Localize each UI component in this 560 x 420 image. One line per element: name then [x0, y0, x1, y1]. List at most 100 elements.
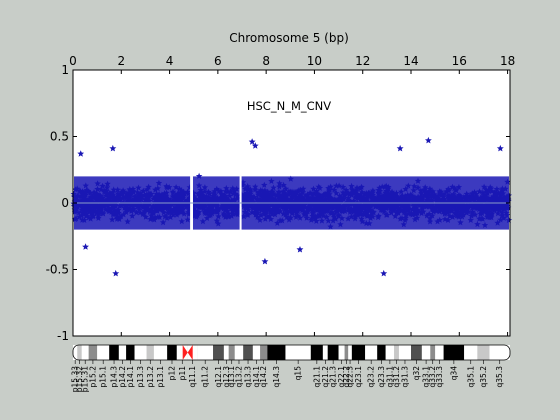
chart-title: Chromosome 5 (bp)	[229, 31, 349, 45]
ideogram-band	[351, 345, 366, 360]
band-label: q33.2	[428, 366, 437, 388]
outlier-point	[251, 142, 259, 149]
band-label: q35.2	[479, 366, 488, 388]
x-tick-label: 2	[117, 54, 125, 68]
band-label: q22.2	[342, 366, 351, 388]
band-label: q14.1	[252, 366, 261, 388]
band-label: p15.33	[71, 366, 80, 392]
ideogram-band	[394, 345, 399, 360]
centromere-p	[182, 345, 188, 360]
band-label: p13.2	[146, 366, 155, 388]
band-label: q31.3	[400, 366, 409, 388]
ideogram-band	[73, 345, 78, 360]
ideogram-band	[310, 345, 323, 360]
outlier-point	[380, 269, 388, 277]
x-tick-label: 12	[355, 54, 370, 68]
band-label: q12.3	[222, 366, 231, 388]
ideogram-band	[153, 345, 168, 360]
ideogram-band	[243, 345, 253, 360]
band-label: q33.1	[422, 366, 431, 388]
outlier-point	[496, 144, 504, 152]
band-label: q32	[412, 366, 421, 381]
band-label: q34	[449, 366, 458, 381]
band-label: q13.3	[244, 366, 253, 388]
x-tick-label: 16	[452, 54, 467, 68]
ideogram-band	[118, 345, 127, 360]
band-label: p13.1	[156, 366, 165, 388]
outlier-point	[112, 269, 120, 277]
band-label: q23.2	[367, 366, 376, 388]
outlier-point	[109, 144, 117, 152]
ideogram-band	[77, 345, 82, 360]
ideogram-band	[176, 345, 188, 360]
ideogram-band	[260, 345, 268, 360]
ideogram-band	[228, 345, 235, 360]
band-label: p15.32	[75, 366, 84, 392]
ideogram-band	[213, 345, 224, 360]
scatter-plot-area: 0 2 4 6 8 10 12 14 16 18 1 0.5 0 -0.5 -1	[46, 54, 516, 343]
band-label: q12.1	[214, 366, 223, 388]
band-label: q11.1	[188, 366, 197, 388]
outlier-point	[77, 150, 85, 157]
ideogram-band	[489, 345, 510, 360]
ideogram-band	[338, 345, 345, 360]
x-tick-label: 10	[307, 54, 322, 68]
band-label: q23.3	[377, 366, 386, 388]
y-tick-label: 0	[61, 196, 69, 210]
y-tick-label: 0.5	[50, 130, 69, 144]
centromere-q	[187, 345, 193, 360]
ideogram-band	[146, 345, 154, 360]
sample-annotation: HSC_N_M_CNV	[247, 99, 331, 113]
ideogram-band	[411, 345, 422, 360]
ideogram-band	[167, 345, 177, 360]
ideogram-band	[421, 345, 431, 360]
band-label: p14.2	[118, 366, 127, 388]
ideogram-band	[464, 345, 478, 360]
band-label: q33.3	[435, 366, 444, 388]
ideogram-band	[385, 345, 395, 360]
ideogram-band	[365, 345, 378, 360]
x-tick-label: 4	[166, 54, 174, 68]
ideogram-band	[443, 345, 465, 360]
outlier-point	[261, 257, 269, 265]
ideogram-band	[134, 345, 147, 360]
ideogram-band	[477, 345, 490, 360]
ideogram-band	[327, 345, 339, 360]
band-label: p11	[178, 366, 187, 381]
band-label: q21.3	[329, 366, 338, 388]
band-label: p12	[167, 366, 176, 381]
x-tick-label: 14	[403, 54, 418, 68]
ideogram-band	[81, 345, 89, 360]
band-label: q14.2	[259, 366, 268, 388]
ideogram-band	[430, 345, 436, 360]
band-label: q13.2	[234, 366, 243, 388]
outlier-point	[425, 136, 432, 144]
x-tick-label: 8	[262, 54, 270, 68]
ideogram-band	[322, 345, 328, 360]
band-label: p13.3	[136, 366, 145, 388]
band-label: p15.31	[81, 366, 90, 392]
y-tick-label: -1	[57, 329, 69, 343]
y-tick-label: -0.5	[46, 263, 69, 277]
ideogram-band	[377, 345, 386, 360]
band-label: q23.1	[354, 366, 363, 388]
ideogram-band	[223, 345, 229, 360]
ideogram-band	[344, 345, 349, 360]
band-label: q22.1	[337, 366, 346, 388]
band-label: q22.3	[346, 366, 355, 388]
x-tick-label: 18	[500, 54, 515, 68]
band-label: p15.1	[99, 366, 108, 388]
band-label: q31.1	[385, 366, 394, 388]
band-label: q35.3	[495, 366, 504, 388]
band-label: q14.3	[272, 366, 281, 388]
outlier-point	[296, 246, 304, 253]
ideogram-band	[97, 345, 110, 360]
ideogram-band	[109, 345, 119, 360]
ideogram-outline	[72, 344, 511, 361]
band-label: p15.2	[88, 366, 97, 388]
ideogram-band	[197, 345, 214, 360]
ideogram-band	[267, 345, 286, 360]
ideogram-band	[88, 345, 98, 360]
